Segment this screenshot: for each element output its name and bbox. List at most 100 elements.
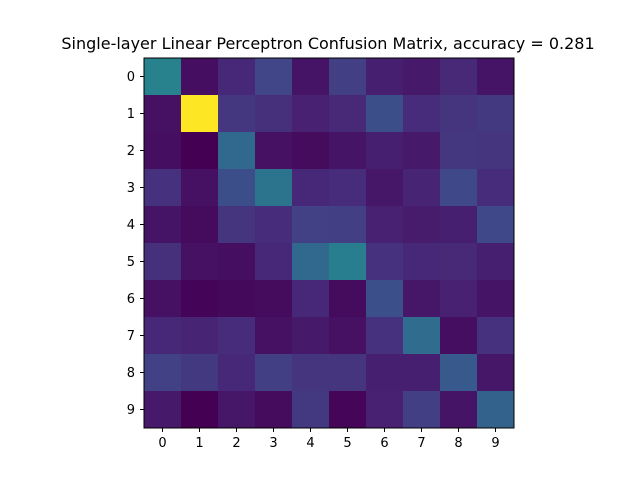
heatmap-cell [403,317,441,355]
heatmap-cell [329,243,367,281]
heatmap-cell [477,206,515,244]
x-tick-label: 1 [195,436,203,451]
heatmap-cell [329,317,367,355]
heatmap-cell [255,280,293,318]
y-tick-label: 3 [127,181,135,196]
heatmap-cell [440,280,478,318]
heatmap-cell [144,317,182,355]
x-tick-label: 5 [343,436,351,451]
heatmap-cell [403,354,441,392]
heatmap-cell [218,169,256,207]
heatmap-cell [440,243,478,281]
heatmap-cell [403,58,441,96]
heatmap-cell [181,391,219,429]
heatmap-cell [477,391,515,429]
x-tick-label: 8 [454,436,462,451]
heatmap-cell [403,243,441,281]
heatmap-cell [329,58,367,96]
y-tick-label: 1 [127,107,135,122]
heatmap-cell [144,354,182,392]
heatmap-cell [292,169,330,207]
heatmap-cell [218,354,256,392]
heatmap-cell [477,95,515,133]
y-tick-label: 0 [127,70,135,85]
heatmap-cell [181,280,219,318]
heatmap-cell [329,132,367,170]
heatmap-cell [440,169,478,207]
heatmap-cell [181,354,219,392]
x-tick-label: 3 [269,436,277,451]
x-axis-ticks: 0 1 2 3 4 5 6 7 8 9 [158,428,500,451]
heatmap-cell [218,280,256,318]
heatmap-cell [292,280,330,318]
heatmap-cell [218,391,256,429]
x-tick-label: 2 [232,436,240,451]
heatmap-cell [255,243,293,281]
heatmap-cell [181,206,219,244]
heatmap-cell [440,132,478,170]
heatmap-cell [144,206,182,244]
heatmap-cell [329,95,367,133]
heatmap-cell [292,243,330,281]
plot-frame [143,57,515,429]
heatmap-cell [366,317,404,355]
heatmap-cell [292,95,330,133]
heatmap-cell [403,280,441,318]
heatmap-cell [255,391,293,429]
x-tick-label: 9 [491,436,499,451]
x-tick-label: 6 [380,436,388,451]
heatmap-cell [477,169,515,207]
heatmap-cell [218,243,256,281]
heatmap-cell [329,354,367,392]
heatmap-cell [255,317,293,355]
y-tick-label: 8 [127,366,135,381]
heatmap-cells [144,58,515,429]
heatmap-cell [366,391,404,429]
heatmap-cell [366,354,404,392]
heatmap-cell [255,169,293,207]
heatmap-cell [366,169,404,207]
heatmap-cell [292,58,330,96]
heatmap-cell [329,391,367,429]
heatmap-cell [144,391,182,429]
heatmap-cell [255,354,293,392]
chart-title: Single-layer Linear Perceptron Confusion… [61,34,594,53]
heatmap-cell [144,95,182,133]
heatmap-cell [181,169,219,207]
heatmap-cell [329,280,367,318]
heatmap-cell [181,317,219,355]
heatmap-cell [366,58,404,96]
heatmap-cell [329,169,367,207]
y-tick-label: 5 [127,255,135,270]
heatmap-cell [218,58,256,96]
x-tick-label: 4 [306,436,314,451]
heatmap-cell [292,206,330,244]
x-tick-label: 7 [417,436,425,451]
heatmap-cell [181,132,219,170]
heatmap-cell [255,58,293,96]
heatmap-cell [477,354,515,392]
heatmap-cell [477,58,515,96]
heatmap-cell [403,169,441,207]
heatmap-cell [366,95,404,133]
y-tick-label: 6 [127,292,135,307]
heatmap-cell [366,206,404,244]
heatmap-cell [440,354,478,392]
heatmap-cell [255,206,293,244]
heatmap-cell [440,391,478,429]
heatmap-cell [403,95,441,133]
y-tick-label: 2 [127,144,135,159]
heatmap-cell [440,95,478,133]
heatmap-cell [329,206,367,244]
heatmap-cell [144,169,182,207]
heatmap-cell [292,391,330,429]
heatmap-cell [218,132,256,170]
x-tick-label: 0 [158,436,166,451]
y-tick-label: 4 [127,218,135,233]
heatmap-cell [440,206,478,244]
heatmap-cell [477,280,515,318]
heatmap-cell [181,95,219,133]
heatmap-cell [366,243,404,281]
